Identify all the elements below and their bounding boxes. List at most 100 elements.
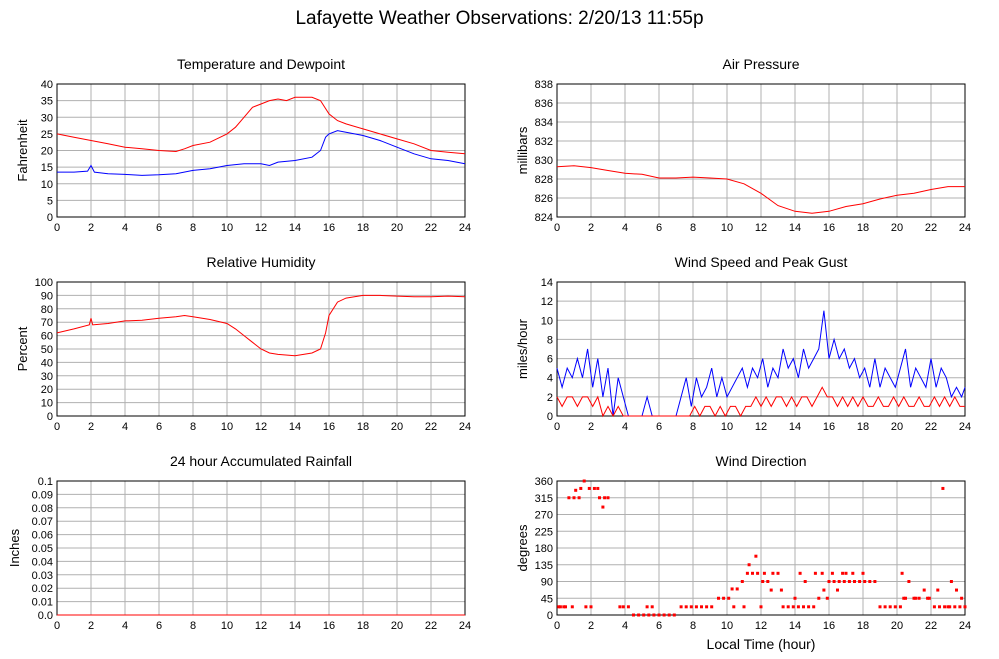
x-axis-label: Local Time (hour) (706, 636, 816, 652)
data-point (822, 588, 826, 592)
data-point (863, 580, 867, 583)
data-point (926, 596, 930, 600)
x-tick-label: 10 (221, 620, 233, 632)
data-point (601, 505, 605, 509)
chart-humidity: 0 2 4 6 8 10 12 14 16 18 20 22 240102030405060708090… (15, 254, 471, 433)
data-point (694, 605, 698, 609)
x-tick-label: 8 (690, 222, 696, 234)
x-tick-label: 18 (857, 222, 869, 234)
data-point (807, 605, 811, 609)
x-tick-label: 24 (459, 620, 471, 632)
chart-title: Air Pressure (722, 56, 799, 72)
plot-frame (56, 281, 466, 417)
y-tick-label: 0.0 (38, 610, 53, 622)
data-point (754, 554, 758, 558)
data-point (776, 571, 780, 575)
y-tick-label: 0.1 (38, 476, 53, 488)
data-point (953, 605, 957, 609)
y-tick-label: 35 (41, 96, 53, 108)
x-tick-label: 2 (588, 620, 594, 632)
x-tick-label: 18 (357, 222, 369, 234)
x-tick-label: 12 (255, 620, 267, 632)
data-point (705, 605, 709, 609)
y-tick-label: 828 (535, 174, 553, 186)
y-tick-label: 50 (41, 344, 53, 356)
series-line-blue (556, 310, 966, 417)
data-point (938, 605, 941, 609)
data-point (841, 571, 845, 575)
data-point (587, 486, 591, 490)
data-point (802, 605, 805, 609)
x-tick-label: 0 (554, 222, 560, 234)
x-tick-label: 6 (656, 222, 662, 234)
data-point (672, 613, 676, 617)
x-tick-label: 2 (88, 222, 94, 234)
x-tick-label: 8 (190, 620, 196, 632)
x-tick-label: 18 (357, 620, 369, 632)
x-tick-label: 24 (459, 421, 471, 433)
x-tick-label: 16 (323, 222, 335, 234)
data-point (946, 605, 950, 609)
chart-rain: 0 2 4 6 8 10 12 14 16 18 20 22 240.00.010.020.030.04… (7, 453, 471, 632)
chart-title: Wind Direction (715, 453, 806, 469)
data-point (883, 605, 887, 609)
data-point (564, 605, 567, 609)
x-tick-label: 2 (588, 421, 594, 433)
y-tick-label: 0.02 (32, 583, 53, 595)
y-tick-label: 135 (535, 560, 553, 572)
y-tick-label: 30 (41, 112, 53, 124)
x-tick-label: 18 (857, 421, 869, 433)
y-tick-label: 180 (535, 543, 553, 555)
plot-frame (56, 83, 466, 218)
y-tick-label: 10 (41, 398, 53, 410)
x-tick-label: 4 (122, 222, 128, 234)
x-tick-label: 20 (891, 421, 903, 433)
data-point (779, 588, 783, 592)
data-point (730, 587, 734, 591)
data-point (667, 613, 671, 617)
x-tick-label: 18 (357, 421, 369, 433)
data-point (842, 580, 846, 583)
x-tick-label: 20 (391, 620, 403, 632)
x-tick-label: 10 (721, 222, 733, 234)
plot-frame (556, 281, 966, 417)
x-tick-label: 0 (54, 421, 60, 433)
y-tick-label: 90 (541, 577, 553, 589)
data-point (662, 613, 666, 617)
x-tick-label: 10 (721, 421, 733, 433)
x-tick-label: 6 (156, 222, 162, 234)
data-point (745, 571, 749, 575)
x-tick-label: 2 (588, 222, 594, 234)
data-point (626, 605, 630, 609)
x-tick-label: 8 (190, 421, 196, 433)
y-tick-label: 834 (535, 117, 553, 129)
data-point (922, 588, 926, 592)
data-point (898, 605, 902, 609)
y-tick-label: 90 (41, 290, 53, 302)
x-tick-label: 22 (925, 421, 937, 433)
data-point (637, 613, 641, 617)
x-tick-label: 22 (925, 222, 937, 234)
chart-title: Temperature and Dewpoint (177, 56, 345, 72)
data-point (606, 496, 610, 500)
data-point (893, 605, 897, 609)
y-tick-label: 824 (535, 212, 553, 224)
data-point (584, 605, 588, 609)
x-tick-label: 14 (289, 620, 301, 632)
x-tick-label: 14 (789, 222, 801, 234)
x-tick-label: 6 (656, 620, 662, 632)
data-point (902, 596, 906, 600)
x-tick-label: 8 (190, 222, 196, 234)
y-tick-label: 832 (535, 136, 553, 148)
y-tick-label: 0.07 (32, 516, 53, 528)
data-point (645, 605, 649, 609)
x-tick-label: 12 (755, 620, 767, 632)
y-tick-label: 0 (47, 212, 53, 224)
x-tick-label: 20 (891, 620, 903, 632)
y-tick-label: 315 (535, 493, 553, 505)
data-point (851, 571, 855, 575)
data-point (917, 596, 921, 600)
x-tick-label: 24 (959, 421, 971, 433)
page-title: Lafayette Weather Observations: 2/20/13 … (295, 8, 704, 29)
